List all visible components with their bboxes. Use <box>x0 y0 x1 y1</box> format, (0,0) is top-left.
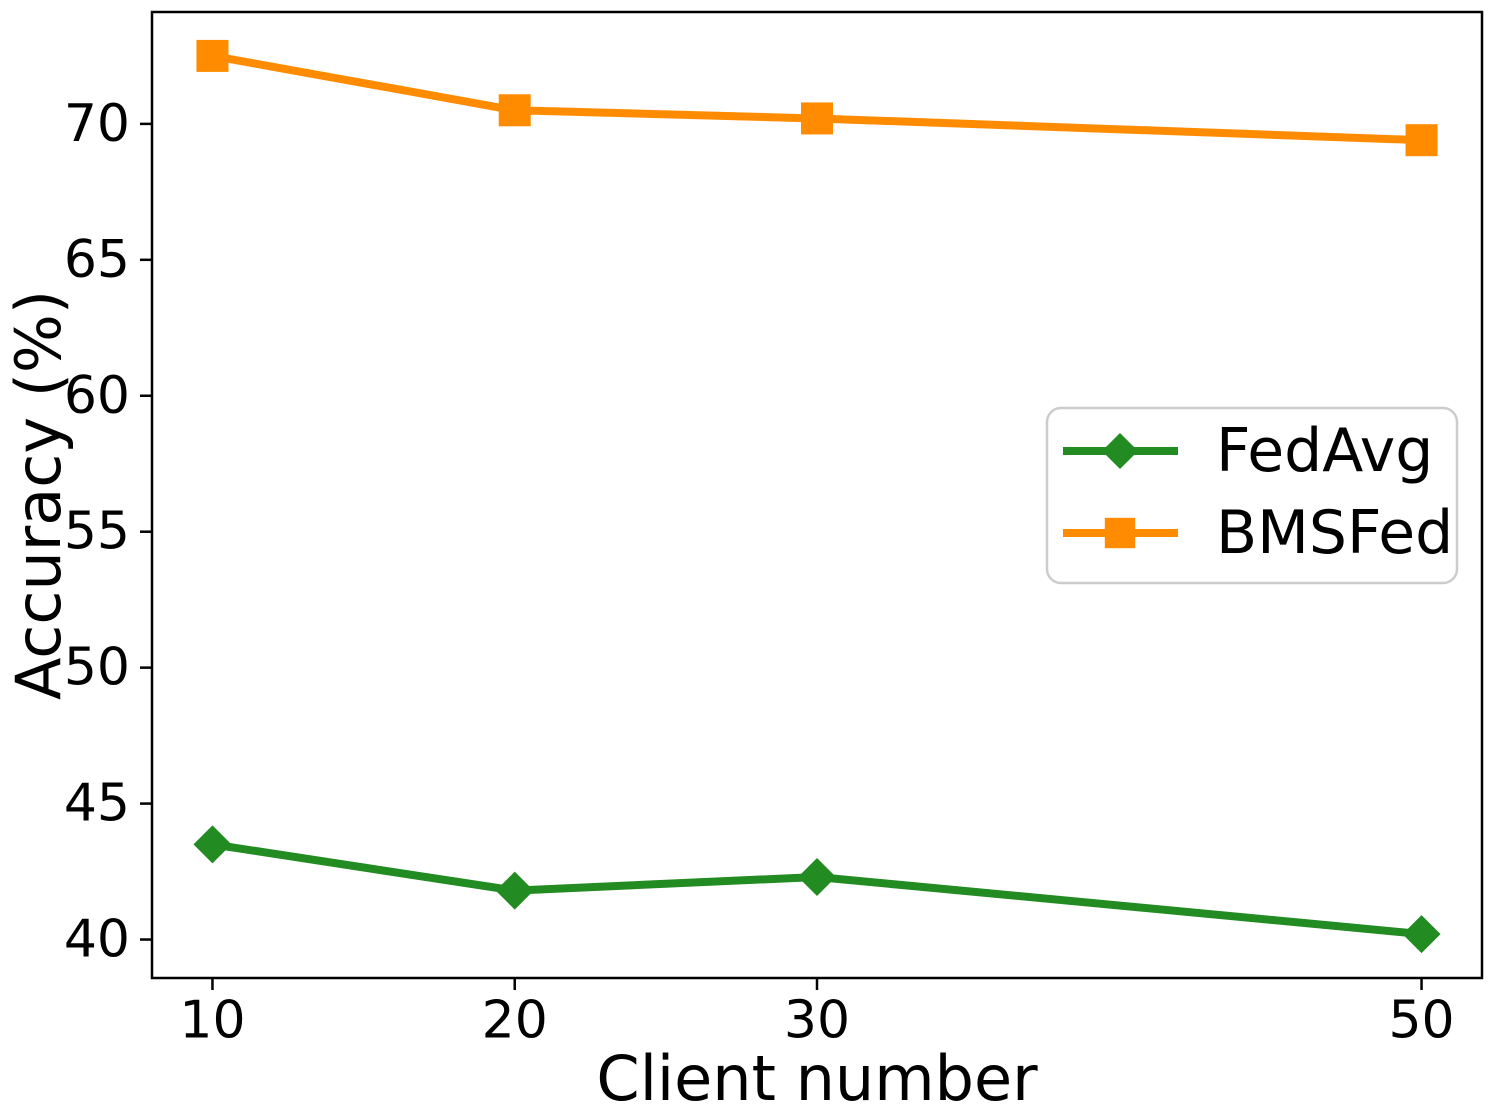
fedavg-line <box>211 840 1422 939</box>
legend-label: BMSFed <box>1216 498 1453 568</box>
diamond-marker <box>798 857 836 896</box>
y-tick-label: 40 <box>64 910 130 970</box>
x-axis-label: Client number <box>596 1042 1038 1115</box>
square-marker <box>498 94 531 127</box>
diamond-marker <box>495 871 534 910</box>
y-tick-label: 60 <box>64 366 130 426</box>
y-tick-label: 50 <box>64 638 130 698</box>
series-bmsfed <box>196 39 1438 157</box>
square-marker <box>196 39 229 72</box>
y-tick-label: 45 <box>64 774 130 834</box>
y-tick-label: 70 <box>64 94 130 154</box>
y-tick-label: 65 <box>64 230 130 290</box>
x-tick-label: 20 <box>482 991 548 1051</box>
square-marker <box>1104 517 1136 549</box>
series-fedavg <box>193 825 1441 954</box>
diamond-marker <box>1101 432 1139 470</box>
legend: FedAvg BMSFed <box>1045 406 1459 585</box>
x-tick-label: 30 <box>784 991 850 1051</box>
diamond-marker <box>1402 915 1441 954</box>
y-axis-label: Accuracy (%) <box>2 290 75 700</box>
square-marker <box>801 102 833 135</box>
x-tick-label: 10 <box>179 991 245 1051</box>
legend-label: FedAvg <box>1216 416 1433 486</box>
y-tick-label: 55 <box>64 502 130 562</box>
bmsfed-line <box>211 51 1422 145</box>
square-marker <box>1405 124 1438 157</box>
x-tick-label: 50 <box>1388 991 1454 1051</box>
diamond-marker <box>193 825 232 864</box>
